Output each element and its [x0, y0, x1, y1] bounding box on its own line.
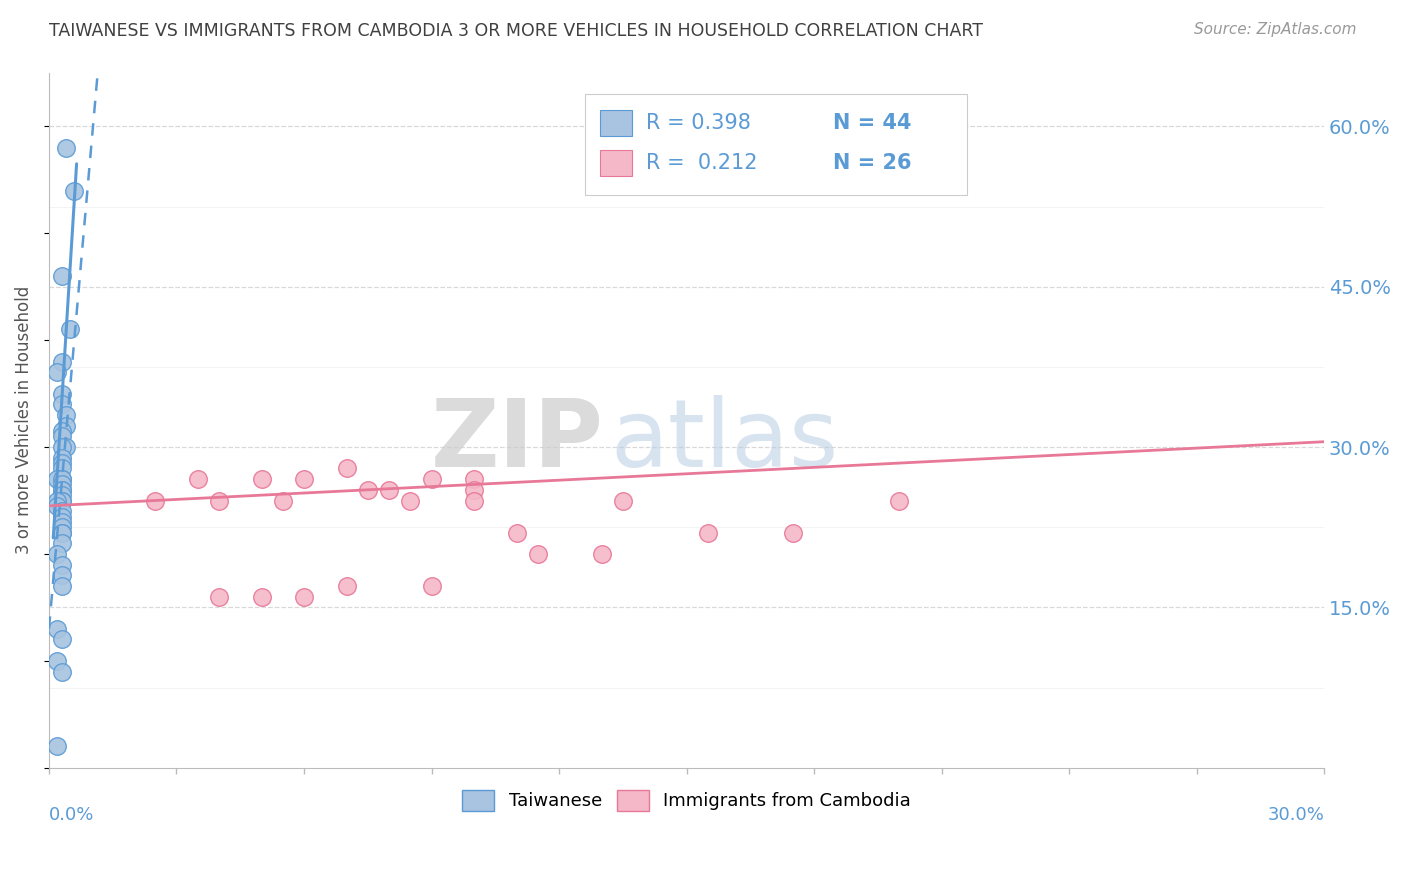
Bar: [600, 150, 631, 177]
Bar: [600, 110, 631, 136]
Point: [420, 472, 443, 486]
Point: [250, 472, 273, 486]
Point: [46, 547, 69, 561]
Text: R =  0.212: R = 0.212: [645, 153, 758, 173]
Text: ZIP: ZIP: [430, 395, 603, 487]
Point: [51, 509, 73, 524]
Point: [335, 579, 357, 593]
Point: [399, 493, 422, 508]
Point: [463, 493, 485, 508]
Point: [55, 408, 77, 422]
Point: [887, 493, 910, 508]
Point: [51, 488, 73, 502]
Legend: Taiwanese, Immigrants from Cambodia: Taiwanese, Immigrants from Cambodia: [463, 790, 911, 811]
Point: [187, 472, 209, 486]
Point: [782, 525, 804, 540]
Point: [51, 461, 73, 475]
Point: [612, 493, 634, 508]
Point: [59, 322, 82, 336]
Point: [463, 483, 485, 497]
Point: [51, 525, 73, 540]
Point: [208, 493, 231, 508]
Point: [292, 472, 315, 486]
Point: [51, 632, 73, 647]
Point: [591, 547, 613, 561]
Point: [51, 386, 73, 401]
Point: [51, 472, 73, 486]
Point: [51, 354, 73, 368]
Text: Source: ZipAtlas.com: Source: ZipAtlas.com: [1194, 22, 1357, 37]
Point: [526, 547, 548, 561]
Point: [51, 665, 73, 679]
Text: R = 0.398: R = 0.398: [645, 113, 751, 133]
Text: N = 44: N = 44: [834, 113, 911, 133]
Point: [46, 622, 69, 636]
Point: [143, 493, 166, 508]
Point: [51, 515, 73, 529]
Point: [46, 739, 69, 754]
Point: [357, 483, 380, 497]
Point: [208, 590, 231, 604]
Point: [335, 461, 357, 475]
Point: [51, 440, 73, 454]
Point: [505, 525, 527, 540]
Point: [51, 493, 73, 508]
Point: [463, 472, 485, 486]
Point: [46, 499, 69, 513]
Point: [55, 440, 77, 454]
Point: [46, 472, 69, 486]
Text: 0.0%: 0.0%: [49, 805, 94, 824]
Point: [46, 493, 69, 508]
Point: [51, 493, 73, 508]
Point: [46, 365, 69, 379]
Point: [420, 579, 443, 593]
Point: [51, 558, 73, 572]
Point: [51, 268, 73, 283]
Text: N = 26: N = 26: [834, 153, 911, 173]
Text: TAIWANESE VS IMMIGRANTS FROM CAMBODIA 3 OR MORE VEHICLES IN HOUSEHOLD CORRELATIO: TAIWANESE VS IMMIGRANTS FROM CAMBODIA 3 …: [49, 22, 983, 40]
Point: [51, 456, 73, 470]
Point: [696, 525, 718, 540]
Point: [51, 397, 73, 411]
Point: [46, 654, 69, 668]
Point: [51, 568, 73, 582]
Point: [55, 418, 77, 433]
Text: 30.0%: 30.0%: [1267, 805, 1324, 824]
Point: [51, 525, 73, 540]
Point: [51, 477, 73, 491]
Point: [51, 504, 73, 518]
Point: [378, 483, 401, 497]
Y-axis label: 3 or more Vehicles in Household: 3 or more Vehicles in Household: [15, 286, 32, 555]
Point: [51, 429, 73, 443]
Point: [271, 493, 294, 508]
Point: [51, 472, 73, 486]
Point: [51, 450, 73, 465]
Point: [51, 483, 73, 497]
Point: [51, 579, 73, 593]
Point: [63, 184, 86, 198]
Text: atlas: atlas: [610, 395, 838, 487]
FancyBboxPatch shape: [585, 94, 967, 194]
Point: [250, 590, 273, 604]
Point: [51, 483, 73, 497]
Point: [55, 141, 77, 155]
Point: [51, 536, 73, 550]
Point: [51, 520, 73, 534]
Point: [292, 590, 315, 604]
Point: [51, 424, 73, 438]
